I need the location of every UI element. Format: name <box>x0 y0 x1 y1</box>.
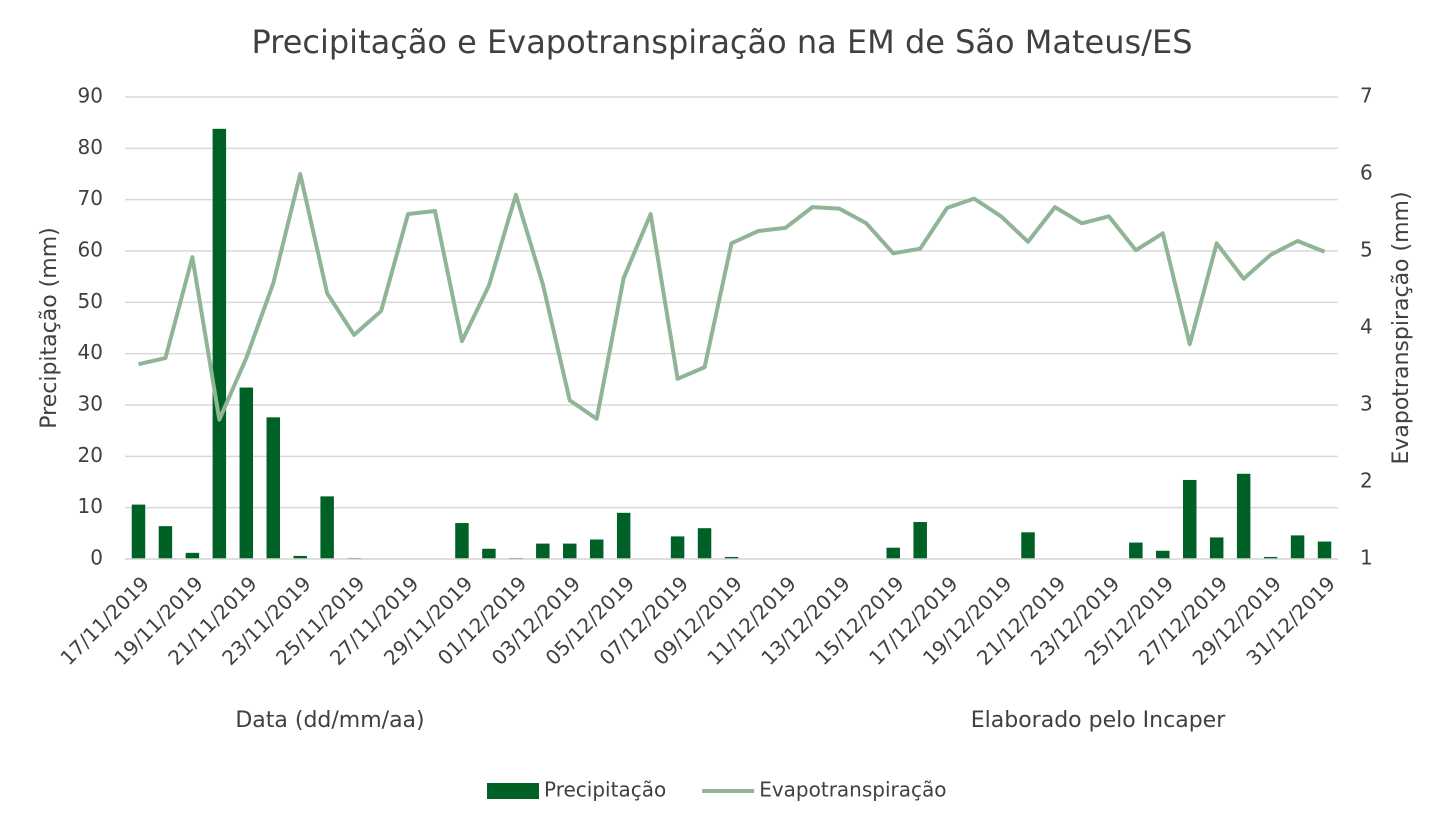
annotation: Data (dd/mm/aa) <box>235 708 424 733</box>
bar <box>482 548 496 559</box>
y2-tick-label: 7 <box>1360 84 1373 108</box>
bar <box>185 552 200 559</box>
y2-tick-label: 2 <box>1360 469 1373 493</box>
bar <box>266 417 280 559</box>
y-tick-label: 40 <box>78 340 103 364</box>
bar <box>670 536 685 559</box>
annotation: Elaborado pelo Incaper <box>971 708 1226 733</box>
bar <box>239 387 254 559</box>
bar <box>1156 550 1170 559</box>
y-tick-label: 50 <box>78 289 103 313</box>
y2-tick-label: 1 <box>1360 546 1373 570</box>
bar <box>886 547 900 559</box>
bar <box>536 543 550 559</box>
bar <box>913 522 927 559</box>
y-axis-label: Precipitação (mm) <box>37 227 62 428</box>
legend-label: Evapotranspiração <box>759 778 946 802</box>
legend-swatch <box>487 783 539 799</box>
bar <box>1236 473 1251 559</box>
bar <box>616 512 631 559</box>
bar <box>1183 479 1197 559</box>
bar <box>455 523 469 559</box>
y-tick-label: 80 <box>78 135 103 159</box>
bar <box>563 543 577 559</box>
bar <box>697 528 712 559</box>
bar <box>1317 541 1332 559</box>
y2-tick-label: 3 <box>1360 392 1373 416</box>
y-tick-label: 70 <box>78 186 103 210</box>
chart-title: Precipitação e Evapotranspiração na EM d… <box>252 23 1193 61</box>
bar <box>1021 532 1035 559</box>
line <box>138 172 1326 422</box>
bar <box>1129 542 1143 559</box>
y2-tick-label: 6 <box>1360 161 1373 185</box>
bar <box>131 504 146 559</box>
legend-label: Precipitação <box>544 778 666 802</box>
y2-axis-label: Evapotranspiração (mm) <box>1389 191 1414 464</box>
bar <box>1290 535 1305 559</box>
y-tick-label: 30 <box>78 392 103 416</box>
bar <box>158 526 173 559</box>
y-tick-label: 60 <box>78 238 103 262</box>
y2-tick-label: 4 <box>1360 315 1373 339</box>
bar <box>1263 556 1278 559</box>
bar <box>589 539 604 559</box>
y2-tick-label: 5 <box>1360 238 1373 262</box>
bar <box>320 496 334 559</box>
y-tick-label: 0 <box>90 546 103 570</box>
bar <box>293 555 307 559</box>
y-tick-label: 10 <box>78 494 103 518</box>
y-tick-label: 90 <box>78 84 103 108</box>
y-tick-label: 20 <box>78 443 103 467</box>
bar <box>212 128 227 559</box>
bar <box>1209 537 1224 559</box>
bar <box>724 556 739 559</box>
